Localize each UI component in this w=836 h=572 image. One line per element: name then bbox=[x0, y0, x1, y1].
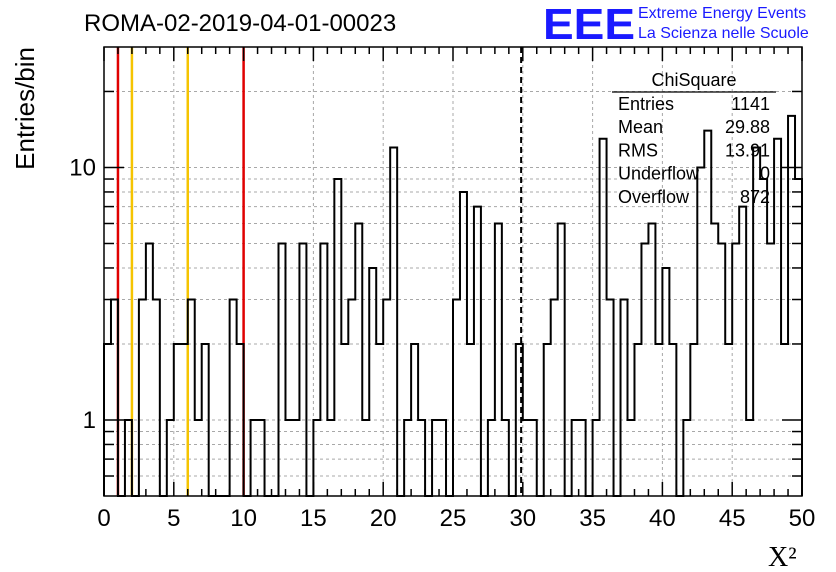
x-tick-label: 15 bbox=[300, 505, 327, 532]
logo-line-1: Extreme Energy Events bbox=[638, 5, 807, 22]
x-tick-label: 50 bbox=[789, 505, 816, 532]
x-tick-label: 20 bbox=[370, 505, 397, 532]
stats-row-value: 0 bbox=[760, 164, 770, 184]
axis-ticks: 0 5 10 15 20 25 30 35 40 45 50 1 10 bbox=[69, 47, 815, 532]
x-tick-label: 45 bbox=[719, 505, 746, 532]
x-tick-label: 40 bbox=[649, 505, 676, 532]
x-tick-label: 30 bbox=[509, 505, 536, 532]
stats-row-label: Overflow bbox=[618, 187, 690, 207]
x-tick-label: 0 bbox=[97, 505, 110, 532]
logo-caption: Extreme Energy Events La Scienza nelle S… bbox=[638, 4, 809, 44]
y-axis-label: Entries/bin bbox=[10, 47, 40, 170]
stats-row-label: Entries bbox=[618, 94, 674, 114]
y-tick-label: 10 bbox=[69, 154, 96, 181]
stats-row-value: 29.88 bbox=[725, 117, 770, 137]
stats-row-label: RMS bbox=[618, 140, 658, 160]
stats-row-label: Mean bbox=[618, 117, 663, 137]
eee-logo: EEE bbox=[543, 3, 635, 43]
y-tick-label: 1 bbox=[83, 407, 96, 434]
x-tick-label: 10 bbox=[230, 505, 257, 532]
page-title: ROMA-02-2019-04-01-00023 bbox=[84, 10, 397, 37]
stats-row-label: Underflow bbox=[618, 164, 700, 184]
stats-row-value: 13.91 bbox=[725, 140, 770, 160]
stats-row-value: 1141 bbox=[731, 94, 770, 114]
stats-box: ChiSquare Entries 1141 Mean 29.88 RMS 13.91 Und… bbox=[612, 70, 776, 207]
x-tick-label: 5 bbox=[167, 505, 180, 532]
x-tick-label: 25 bbox=[440, 505, 467, 532]
logo-line-2: La Scienza nelle Scuole bbox=[638, 25, 809, 42]
x-tick-label: 35 bbox=[579, 505, 606, 532]
svg-text:EEE: EEE bbox=[543, 3, 635, 43]
x-axis-label: X² bbox=[768, 542, 797, 572]
stats-box-title: ChiSquare bbox=[651, 70, 736, 90]
stats-row-value: 872 bbox=[740, 187, 770, 207]
